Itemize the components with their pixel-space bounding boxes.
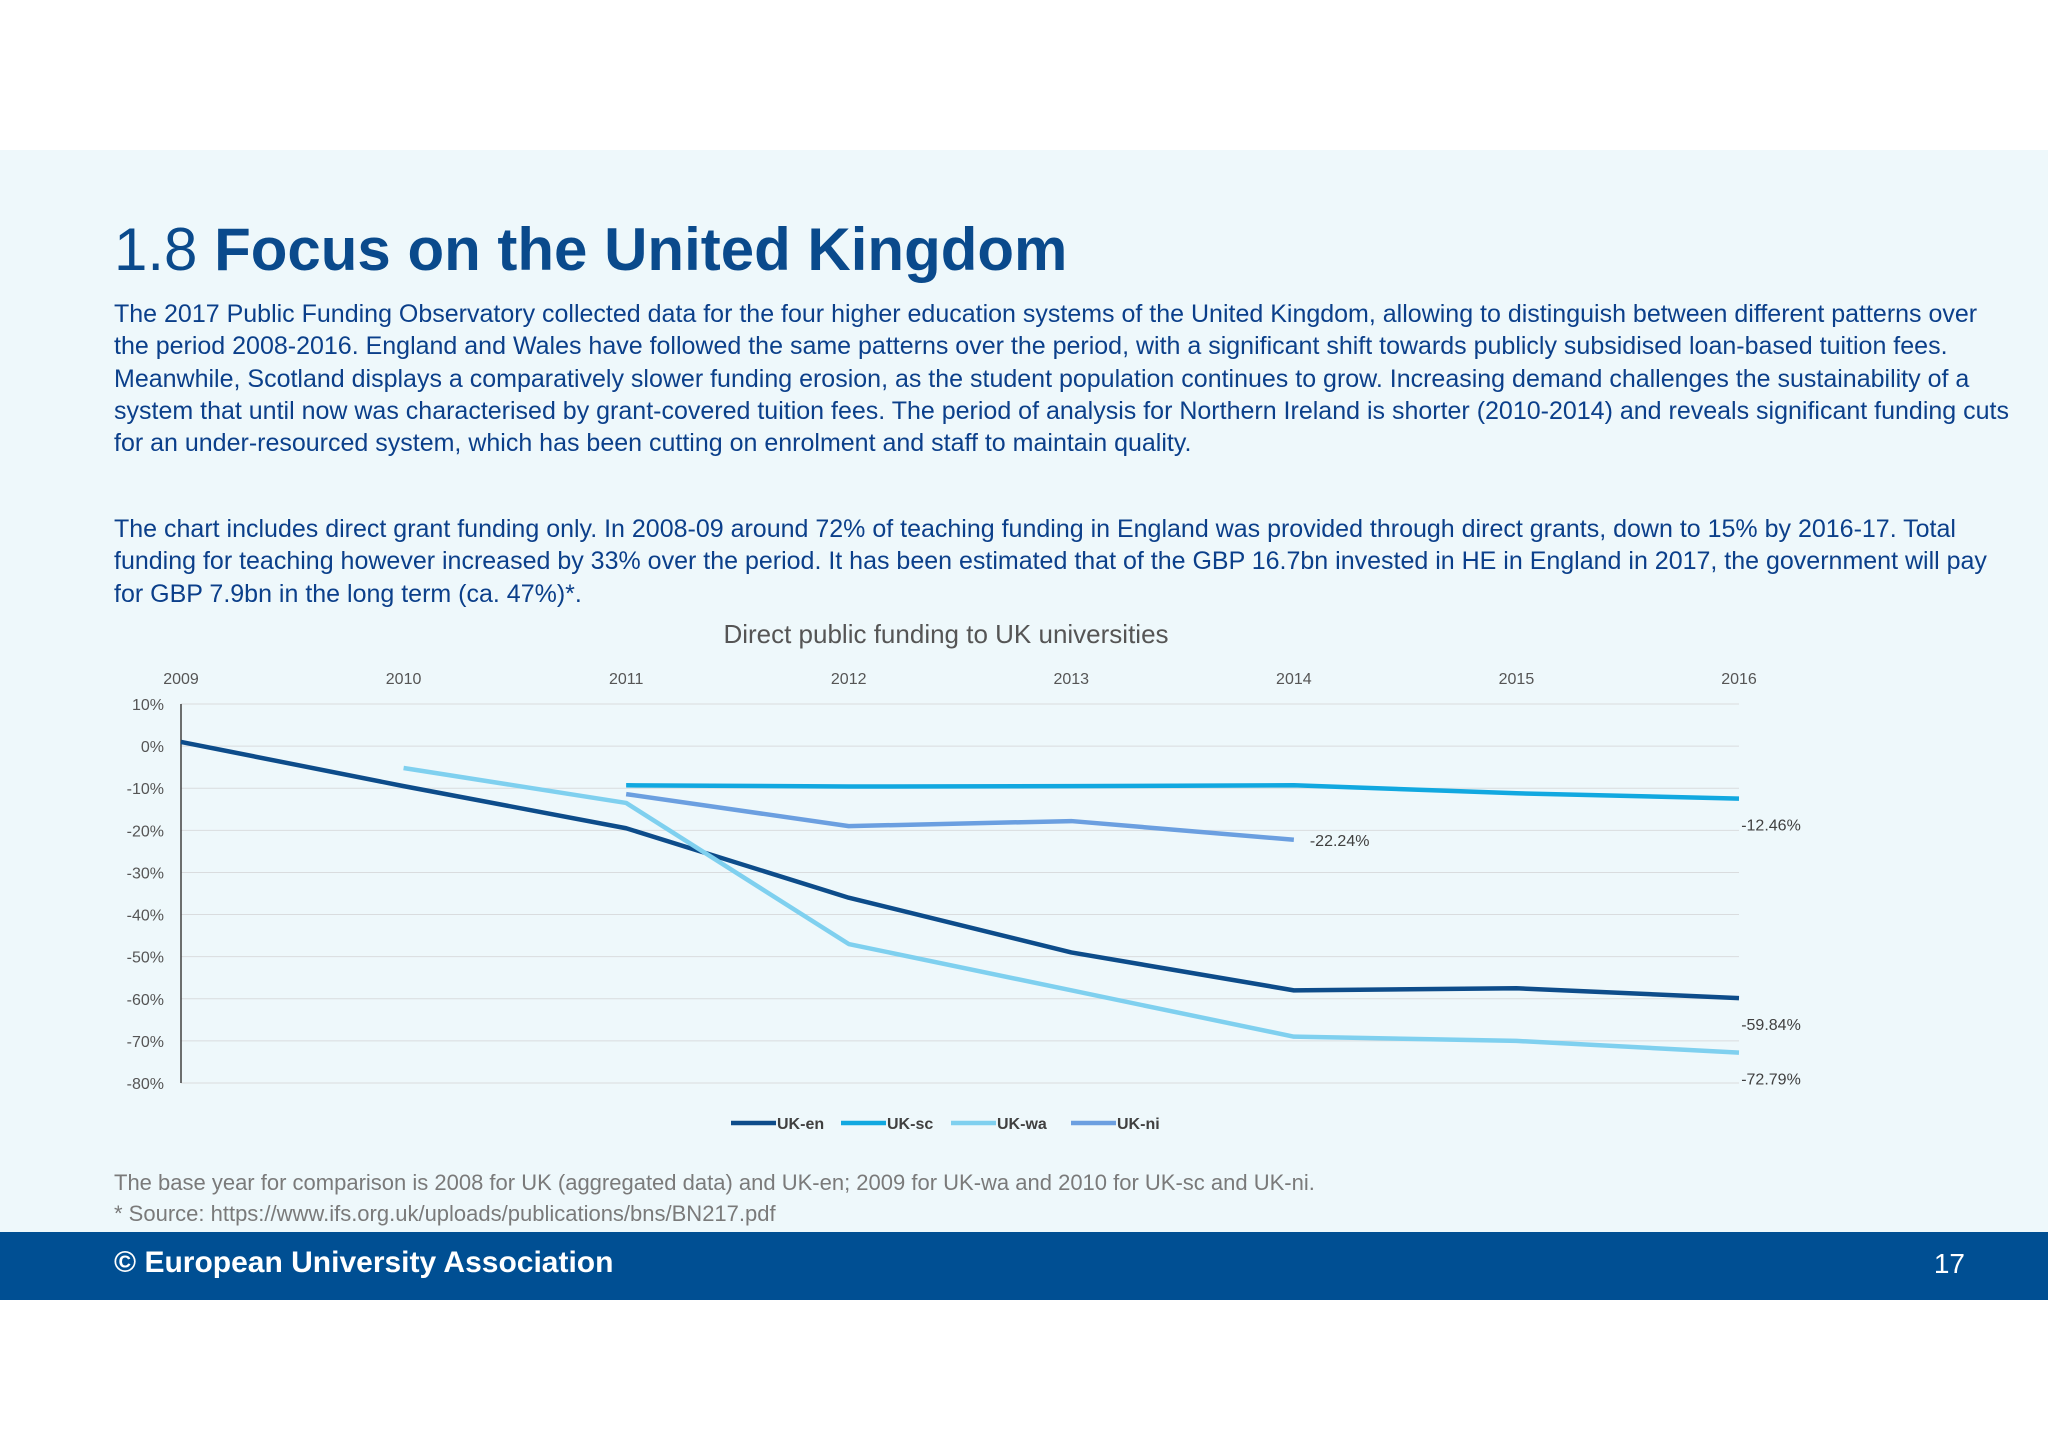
title-text: Focus on the United Kingdom: [214, 216, 1068, 283]
footer-bar: © European University Association 17: [0, 1232, 2048, 1300]
base-year-note: The base year for comparison is 2008 for…: [114, 1170, 1315, 1195]
chart-axes: 10% 0% -10% -20% -30% -40% -50% -60% -70% -80% 200…: [127, 671, 1757, 1093]
y-tick-label: 10%: [132, 697, 164, 714]
y-tick-label: -20%: [127, 823, 164, 840]
legend-label: UK-wa: [997, 1116, 1047, 1133]
chart-description-paragraph: The chart includes direct grant funding …: [114, 515, 1987, 608]
section-number: 1.8: [114, 216, 198, 283]
x-tick-label: 2015: [1499, 671, 1535, 688]
series-line-uk-en: [180, 739, 1740, 1001]
copyright-text: © European University Association: [114, 1246, 614, 1279]
x-tick-label: 2012: [831, 671, 867, 688]
page-title: 1.8 Focus on the United Kingdom: [114, 210, 1067, 290]
page-number: 17: [1933, 1248, 1965, 1279]
y-tick-label: 0%: [141, 739, 164, 756]
data-label: -22.24%: [1310, 833, 1370, 850]
y-tick-label: -60%: [127, 992, 164, 1009]
x-tick-label: 2013: [1053, 671, 1089, 688]
y-tick-label: -80%: [127, 1076, 164, 1093]
x-tick-label: 2016: [1721, 671, 1757, 688]
y-tick-label: -50%: [127, 950, 164, 967]
data-label: -72.79%: [1741, 1072, 1801, 1089]
chart-legend: UK-en UK-sc UK-wa UK-ni: [731, 1116, 1160, 1133]
source-note: * Source: https://www.ifs.org.uk/uploads…: [114, 1201, 776, 1226]
intro-paragraph: The 2017 Public Funding Observatory coll…: [114, 300, 2009, 458]
x-tick-label: 2010: [386, 671, 422, 688]
data-label: -59.84%: [1741, 1017, 1801, 1034]
y-tick-label: -10%: [127, 781, 164, 798]
chart-labels: Direct public funding to UK universities…: [723, 619, 1800, 1089]
y-tick-label: -70%: [127, 1034, 164, 1051]
legend-label: UK-ni: [1117, 1116, 1160, 1133]
x-tick-label: 2009: [163, 671, 199, 688]
x-tick-label: 2011: [609, 671, 644, 688]
chart-series: [180, 739, 1740, 1055]
legend-label: UK-sc: [887, 1116, 933, 1133]
series-line-uk-ni: [625, 791, 1295, 843]
data-label: -12.46%: [1741, 818, 1801, 835]
chart-title: Direct public funding to UK universities: [723, 619, 1168, 649]
x-tick-label: 2014: [1276, 671, 1312, 688]
chart-grid: [181, 703, 1739, 1084]
legend-label: UK-en: [777, 1116, 824, 1133]
series-line-uk-wa: [403, 765, 1740, 1055]
y-tick-label: -30%: [127, 865, 164, 882]
series-line-uk-sc: [626, 783, 1740, 801]
y-tick-label: -40%: [127, 908, 164, 925]
